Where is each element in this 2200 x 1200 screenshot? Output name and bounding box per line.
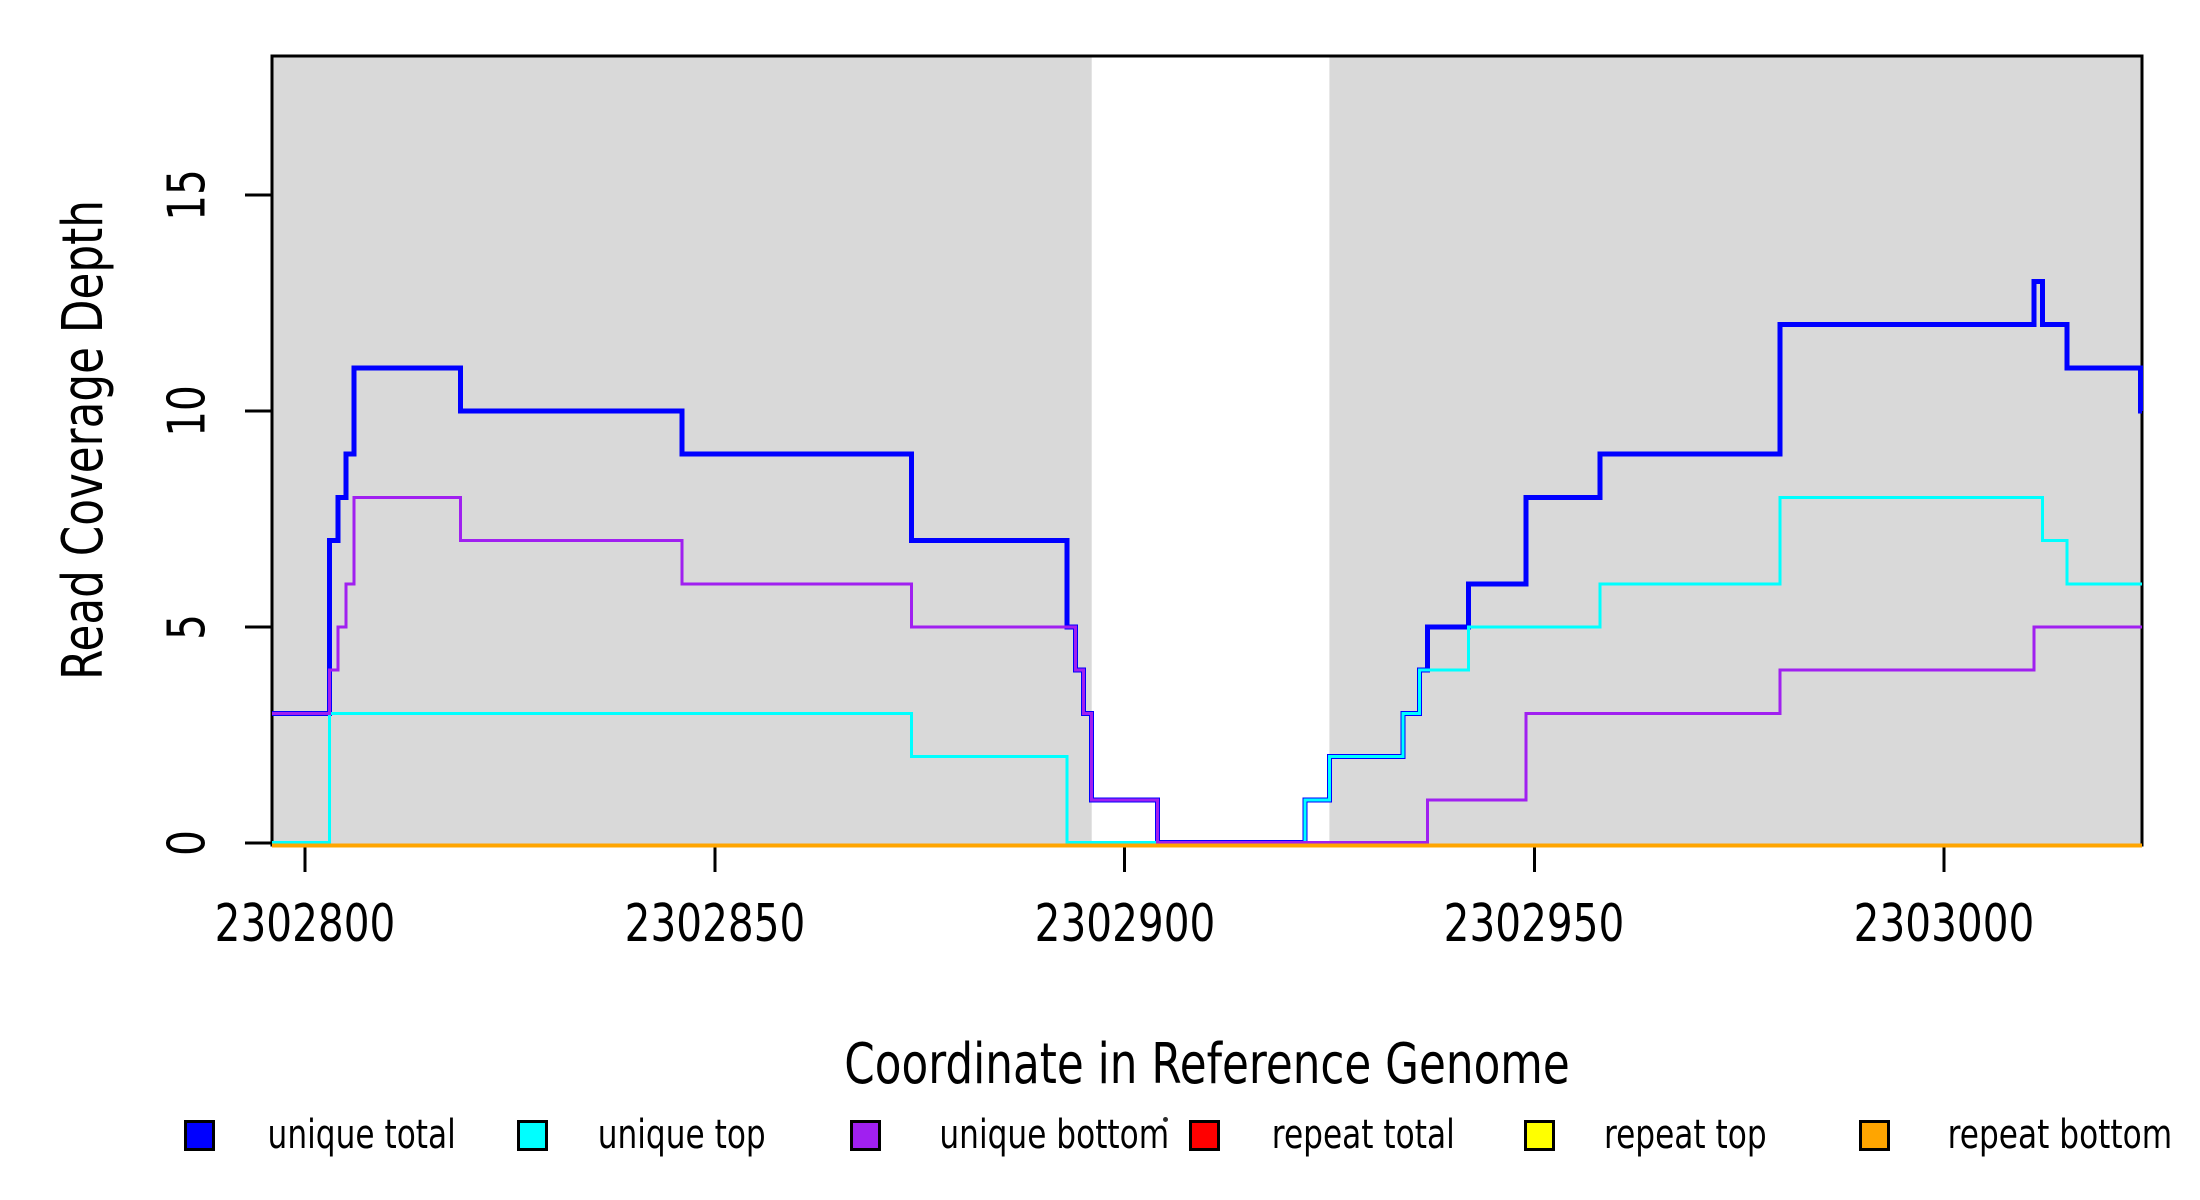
legend-item-repeat-total: repeat total bbox=[1189, 1110, 1481, 1160]
y-tick-label-0: 0 bbox=[157, 826, 218, 859]
legend-label-unique-total: unique total bbox=[267, 1112, 456, 1158]
y-axis-title: Read Coverage Depth bbox=[51, 200, 117, 680]
x-tick-label-2303000: 2303000 bbox=[1828, 894, 2060, 954]
legend-item-unique-top: unique top bbox=[517, 1110, 789, 1160]
legend-swatch-repeat-bottom bbox=[1859, 1119, 1890, 1151]
x-tick-label-2303000-text: 2303000 bbox=[1853, 894, 2035, 954]
legend-label-repeat-bottom: repeat bottom bbox=[1947, 1112, 2173, 1158]
series-unique-top bbox=[272, 495, 2142, 844]
legend-swatch-unique-bottom bbox=[850, 1119, 881, 1151]
legend-label-wrap: repeat top bbox=[1581, 1113, 1790, 1157]
legend-label-wrap: unique top bbox=[574, 1113, 789, 1157]
y-tick-label-5-text: 5 bbox=[157, 614, 218, 640]
legend-label-wrap: unique total bbox=[241, 1113, 482, 1157]
artifact-dot bbox=[1163, 1117, 1168, 1122]
legend-item-unique-total: unique total bbox=[184, 1110, 482, 1160]
legend-swatch-repeat-total bbox=[1189, 1119, 1220, 1151]
x-tick-label-2302900-text: 2302900 bbox=[1034, 894, 1215, 954]
y-tick-label-5: 5 bbox=[157, 610, 218, 643]
legend-label-unique-bottom: unique bottom bbox=[939, 1112, 1170, 1158]
legend-swatch-unique-top bbox=[517, 1119, 548, 1151]
legend-item-unique-bottom: unique bottom bbox=[850, 1110, 1202, 1160]
y-tick-label-0-text: 0 bbox=[157, 830, 218, 856]
legend-label-unique-top: unique top bbox=[597, 1112, 766, 1158]
legend-swatch-unique-total bbox=[184, 1119, 215, 1151]
x-tick-label-2302850: 2302850 bbox=[599, 894, 831, 954]
x-axis-title: Coordinate in Reference Genome bbox=[844, 1032, 1570, 1097]
x-tick-label-2302950: 2302950 bbox=[1418, 894, 1650, 954]
y-tick-label-15: 15 bbox=[157, 162, 218, 228]
x-tick-label-2302800: 2302800 bbox=[189, 894, 421, 954]
legend-label-repeat-top: repeat top bbox=[1603, 1112, 1767, 1158]
repeat-region-shade-right bbox=[1329, 56, 2141, 845]
series-unique-bottom bbox=[272, 495, 2142, 844]
y-tick-label-10: 10 bbox=[157, 378, 218, 444]
legend-item-repeat-top: repeat top bbox=[1524, 1110, 1790, 1160]
y-tick-label-10-text: 10 bbox=[157, 385, 218, 437]
x-tick-label-2302800-text: 2302800 bbox=[214, 894, 396, 954]
x-tick-label-2302900: 2302900 bbox=[1009, 894, 1241, 954]
legend-label-wrap: repeat bottom bbox=[1916, 1113, 2200, 1157]
x-tick-label-2302850-text: 2302850 bbox=[624, 894, 806, 954]
legend-label-wrap: repeat total bbox=[1246, 1113, 1481, 1157]
legend-label-repeat-total: repeat total bbox=[1271, 1112, 1455, 1158]
legend-item-repeat-bottom: repeat bottom bbox=[1859, 1110, 2200, 1160]
x-tick-label-2302950-text: 2302950 bbox=[1443, 894, 1625, 954]
legend-label-wrap: unique bottom bbox=[907, 1113, 1202, 1157]
legend-swatch-repeat-top bbox=[1524, 1119, 1555, 1151]
y-tick-label-15-text: 15 bbox=[157, 169, 218, 221]
